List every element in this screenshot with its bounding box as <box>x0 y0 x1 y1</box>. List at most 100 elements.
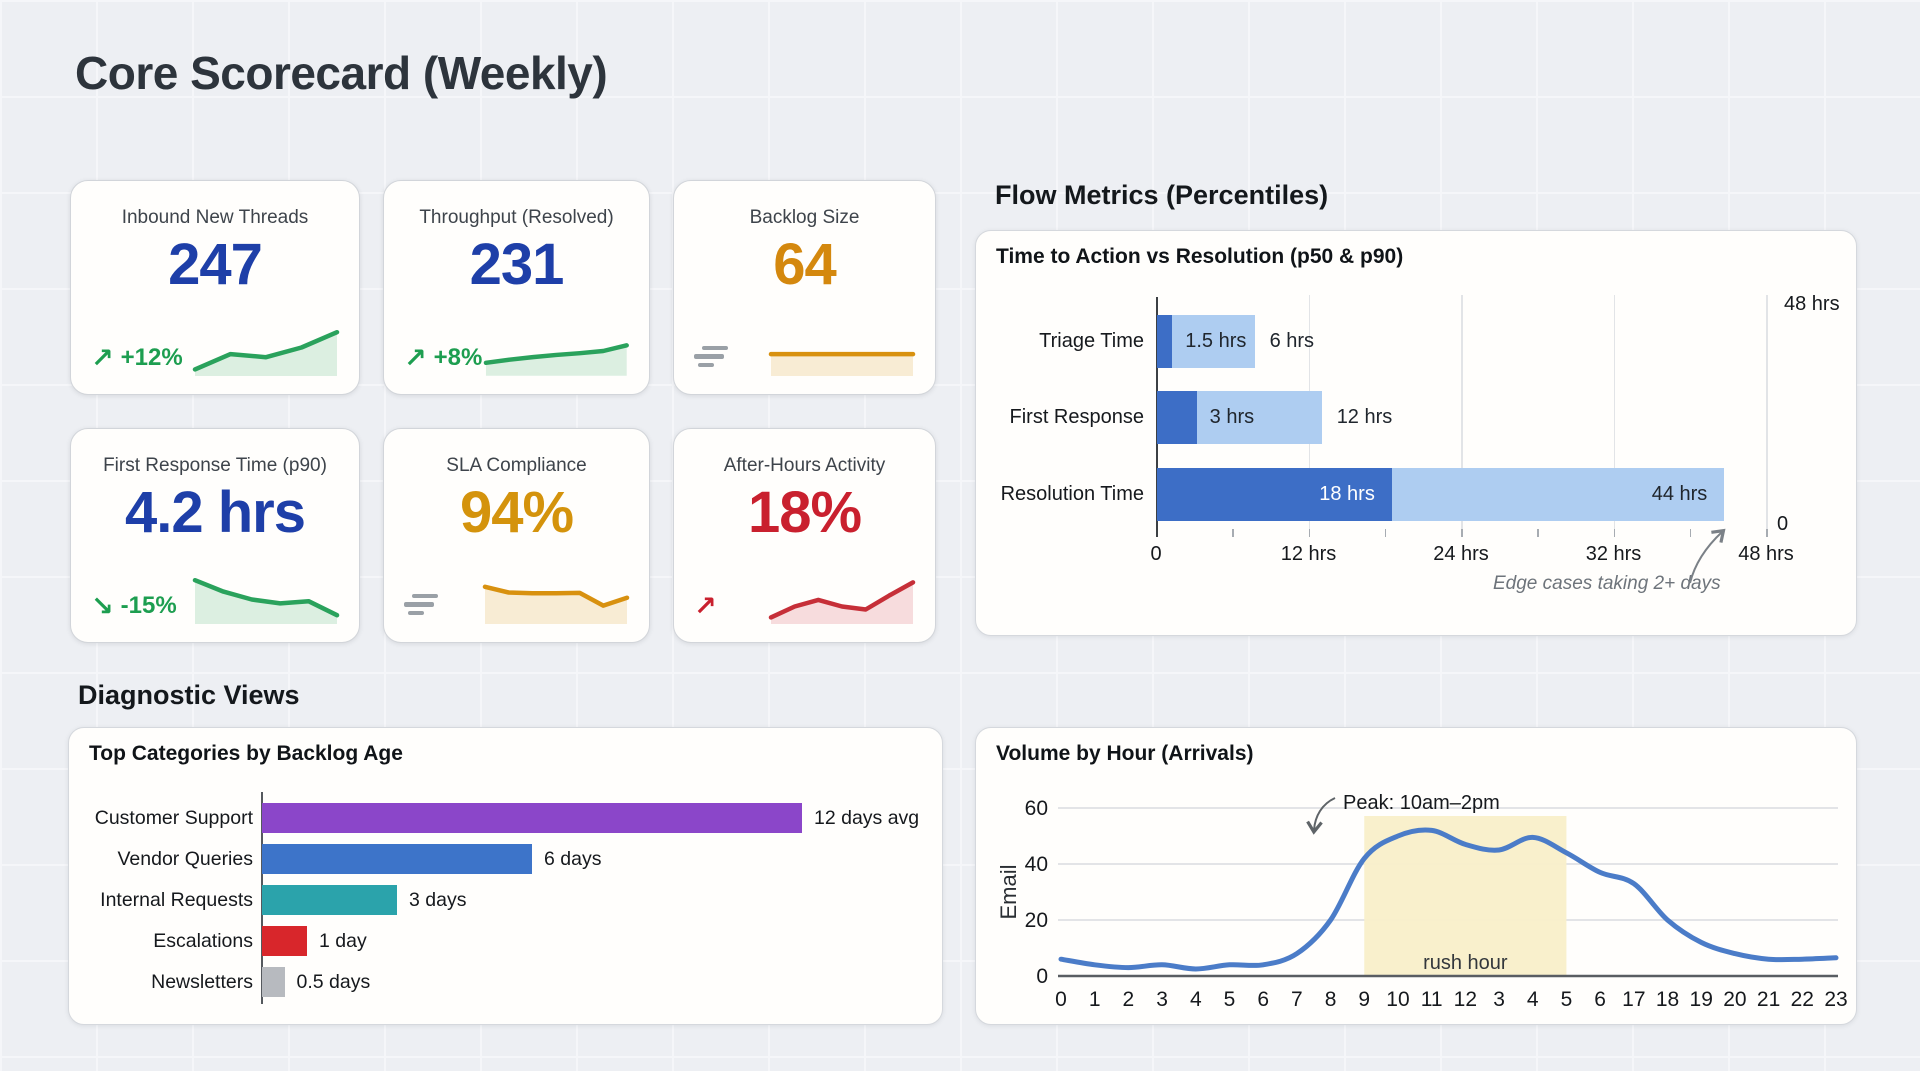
sparkline-chart <box>768 580 916 624</box>
flow-x-tick-label: 24 hrs <box>1433 543 1489 565</box>
backlog-value-label: 0.5 days <box>296 970 371 993</box>
volume-x-tick-label: 12 <box>1454 988 1477 1011</box>
volume-x-tick-label: 20 <box>1723 988 1746 1011</box>
sparkline-chart <box>484 343 630 376</box>
volume-x-tick-label: 21 <box>1757 988 1780 1011</box>
flow-p90-value-label: 6 hrs <box>1269 330 1315 352</box>
kpi-footer <box>694 322 917 380</box>
backlog-bar <box>262 967 285 997</box>
trend-down-icon: ↘ <box>91 590 114 622</box>
page-title: Core Scorecard (Weekly) <box>75 47 608 99</box>
backlog-value-label: 12 days avg <box>814 806 920 829</box>
flow-axis-tick <box>1232 529 1234 537</box>
flow-x-tick-label: 32 hrs <box>1585 543 1642 565</box>
volume-x-tick-label: 4 <box>1190 988 1202 1011</box>
volume-x-tick-label: 19 <box>1690 988 1713 1011</box>
sparkline-chart <box>768 351 916 376</box>
backlog-value-label: 6 days <box>544 847 602 870</box>
trend-indicator: ↗ <box>694 593 724 620</box>
flow-x-tick-label: 48 hrs <box>1738 543 1794 565</box>
flow-metrics-panel: Time to Action vs Resolution (p50 & p90)… <box>975 230 1857 636</box>
kpi-card-backlog-size: Backlog Size 64 <box>673 180 936 395</box>
backlog-row-label: Escalations <box>153 929 253 952</box>
flow-p90-value-label: 12 hrs <box>1336 406 1393 428</box>
volume-y-tick-label: 0 <box>1036 965 1048 988</box>
kpi-label: After-Hours Activity <box>723 455 886 476</box>
trend-up-icon: ↗ <box>404 342 427 374</box>
kpi-value: 247 <box>168 232 263 297</box>
sparkline-line <box>192 577 340 618</box>
flow-p50-value-label: 18 hrs <box>1319 483 1375 505</box>
volume-x-tick-label: 9 <box>1358 988 1370 1011</box>
kpi-grid: Inbound New Threads 247 ↗ +12% Throughpu… <box>70 180 936 643</box>
kpi-footer: ↗ +12% <box>91 322 341 380</box>
kpi-value: 64 <box>773 232 837 297</box>
kpi-footer: ↗ <box>694 570 917 628</box>
kpi-footer: ↗ +8% <box>404 322 631 380</box>
sparkline-fill <box>771 582 913 624</box>
trend-flat-icon <box>404 593 438 615</box>
backlog-row-label: Customer Support <box>94 806 253 829</box>
flow-p90-value-label: 44 hrs <box>1651 483 1708 505</box>
kpi-label: Inbound New Threads <box>121 207 309 228</box>
flow-gridline <box>1766 295 1768 529</box>
flow-axis-tick <box>1384 529 1387 537</box>
trend-indicator <box>404 593 445 621</box>
backlog-row-label: Newsletters <box>151 970 253 993</box>
volume-x-tick-label: 3 <box>1156 988 1168 1011</box>
trend-label: -15% <box>120 592 177 619</box>
flow-row-label: First Response <box>1009 406 1145 428</box>
trend-indicator <box>694 345 735 373</box>
flow-axis-tick <box>1308 529 1310 537</box>
volume-y-axis-label: Email <box>996 864 1021 919</box>
backlog-row-label: Vendor Queries <box>117 847 253 870</box>
flow-secondary-axis-label: 48 hrs <box>1784 293 1840 315</box>
kpi-label: Backlog Size <box>749 207 860 228</box>
volume-x-tick-label: 4 <box>1527 988 1539 1011</box>
volume-x-tick-label: 7 <box>1291 988 1303 1011</box>
backlog-row-label: Internal Requests <box>100 888 253 911</box>
backlog-age-chart: Customer Support 12 days avg Vendor Querie… <box>69 728 942 1024</box>
flow-axis-tick <box>1689 529 1692 537</box>
trend-label: +12% <box>120 344 183 371</box>
backlog-age-panel: Top Categories by Backlog Age Customer S… <box>68 727 943 1025</box>
flow-annotation-text: Edge cases taking 2+ days <box>1493 573 1721 594</box>
sparkline-fill <box>485 586 627 624</box>
kpi-value: 4.2 hrs <box>125 480 306 545</box>
kpi-value: 94% <box>459 480 574 545</box>
volume-x-tick-label: 1 <box>1089 988 1101 1011</box>
sparkline-fill <box>195 332 337 376</box>
trend-up-icon: ↗ <box>694 591 717 622</box>
trend-indicator: ↗ +8% <box>404 344 482 372</box>
flow-axis-tick <box>1461 529 1463 537</box>
flow-row-label: Triage Time <box>1039 330 1144 352</box>
kpi-card-after-hours-activity: After-Hours Activity 18% ↗ <box>673 428 936 643</box>
volume-y-tick-label: 60 <box>1025 797 1048 820</box>
kpi-card-inbound-new-threads: Inbound New Threads 247 ↗ +12% <box>70 180 360 395</box>
kpi-card-first-response-time: First Response Time (p90) 4.2 hrs ↘ -15% <box>70 428 360 643</box>
kpi-label: Throughput (Resolved) <box>419 207 614 228</box>
kpi-label: First Response Time (p90) <box>103 455 327 476</box>
volume-x-tick-label: 2 <box>1123 988 1135 1011</box>
flow-bar-p50 <box>1157 391 1197 444</box>
kpi-value: 231 <box>469 232 565 297</box>
flow-axis-tick <box>1613 529 1615 537</box>
volume-x-tick-label: 17 <box>1622 988 1645 1011</box>
flow-x-tick-label: 0 <box>1150 543 1162 565</box>
flow-chart: Triage Time 1.5 hrs 6 hrs First Response 3 h… <box>976 231 1856 635</box>
kpi-value: 18% <box>747 480 862 545</box>
flow-x-tick-label: 12 hrs <box>1280 543 1337 565</box>
backlog-bar <box>262 885 397 915</box>
sparkline-fill <box>771 354 913 376</box>
backlog-bar <box>262 844 532 874</box>
trend-indicator: ↘ -15% <box>91 592 177 620</box>
kpi-label: SLA Compliance <box>446 455 587 476</box>
flow-bar-p90 <box>1172 315 1255 368</box>
flow-axis-tick <box>1537 529 1539 537</box>
backlog-value-label: 1 day <box>319 929 367 952</box>
volume-x-tick-label: 6 <box>1594 988 1606 1011</box>
volume-x-tick-label: 11 <box>1421 988 1443 1011</box>
flow-bar-p50 <box>1157 468 1392 521</box>
